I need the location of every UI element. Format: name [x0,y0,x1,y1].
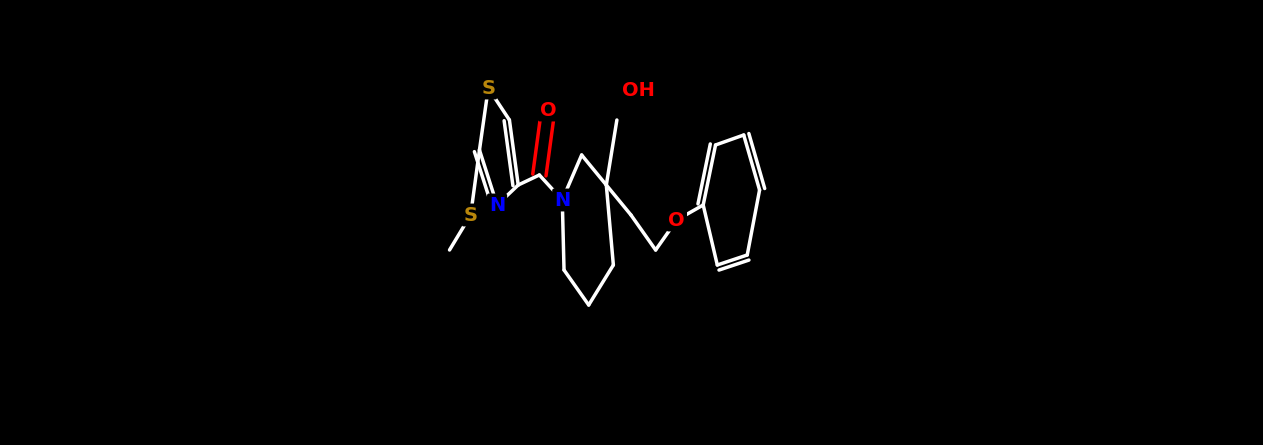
Text: N: N [554,190,571,210]
Text: O: O [539,101,557,120]
Text: S: S [481,78,495,97]
Text: O: O [668,210,685,230]
Text: S: S [464,206,477,224]
Text: OH: OH [621,81,654,100]
Text: N: N [489,195,505,214]
